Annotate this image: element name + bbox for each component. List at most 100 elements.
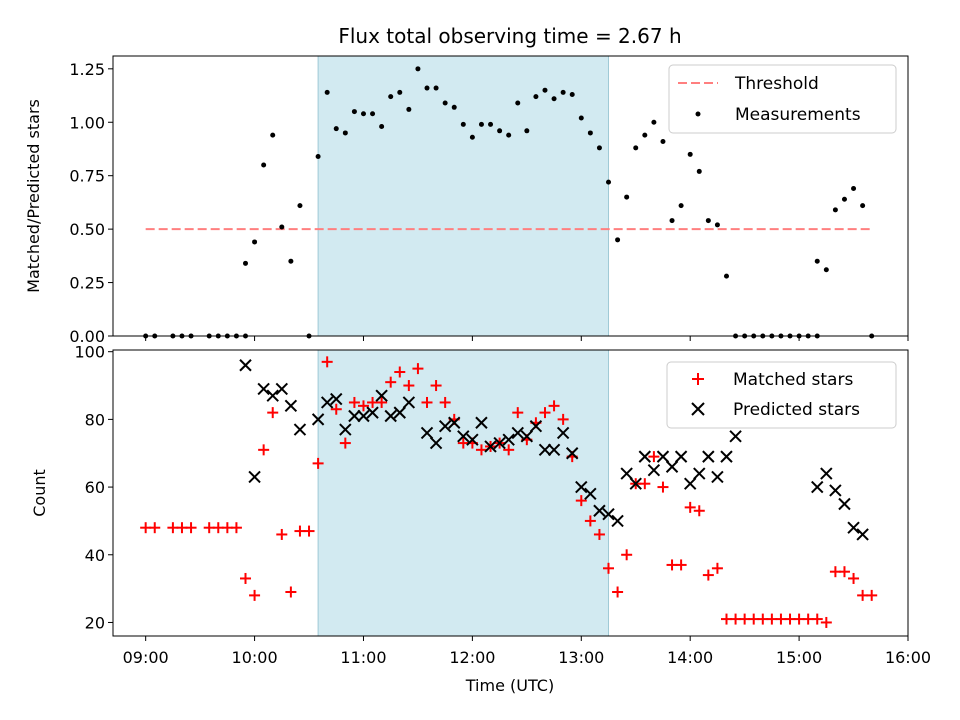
measurement-point (696, 168, 702, 174)
measurement-point (596, 145, 602, 151)
measurement-point (469, 134, 475, 140)
measurement-point (415, 66, 421, 72)
y-tick-label-top: 0.50 (69, 220, 105, 239)
predicted-star-point (493, 436, 506, 450)
predicted-star-point (239, 359, 252, 372)
matched-star-point (312, 457, 324, 469)
measurement-point (723, 273, 729, 279)
predicted-star-point (475, 416, 488, 429)
measurement-point (515, 100, 521, 106)
measurement-point (569, 91, 575, 97)
matched-star-point (394, 366, 406, 378)
y-tick-label-bottom: 60 (85, 478, 105, 497)
x-ticks-top (145, 336, 909, 341)
predicted-star-point (429, 436, 443, 450)
predicted-star-point (457, 430, 470, 443)
chart-title: Flux total observing time = 2.67 h (338, 24, 681, 48)
legend-matched-swatch (692, 373, 704, 385)
y-tick-label-top: 0.75 (69, 167, 105, 186)
measurement-point (642, 132, 648, 138)
legend-matched-label: Matched stars (733, 370, 853, 390)
top-axes-frame (112, 55, 909, 337)
matched-star-point (848, 572, 860, 584)
x-axis-bottom: 09:00 10:00 11:00 12:00 13:00 14:00 15:00 16:00 (123, 636, 931, 667)
x-tick-label: 14:00 (667, 648, 713, 667)
matched-star-point (612, 586, 624, 598)
matched-star-point (657, 481, 669, 493)
predicted-star-point (466, 433, 479, 446)
predicted-star-point (320, 396, 334, 409)
predicted-star-point (393, 406, 406, 419)
matched-star-point (684, 501, 696, 513)
y-axis-label-bottom: Count (30, 469, 49, 517)
predicted-star-point (275, 382, 289, 396)
matched-star-point (711, 562, 723, 574)
predicted-star-point (847, 521, 860, 534)
measurement-point (243, 260, 248, 266)
measurement-point (442, 100, 448, 106)
matched-star-point (584, 515, 596, 527)
matched-star-point (557, 413, 569, 425)
predicted-star-point (856, 528, 869, 541)
x-tick-label: 11:00 (340, 648, 386, 667)
predicted-star-point (820, 467, 833, 480)
predicted-star-point (611, 514, 624, 528)
predicted-star-point (438, 419, 452, 433)
measurement-point (506, 132, 512, 138)
predicted-star-point (339, 423, 352, 436)
measurement-point (533, 94, 539, 100)
predicted-star-point (638, 450, 652, 463)
measurement-point (488, 121, 494, 127)
measurement-point (542, 87, 548, 93)
predicted-star-point (484, 440, 497, 453)
matched-star-point (421, 396, 433, 408)
count-panel: 20 40 60 80 100 09:00 10:00 11:00 12:00 13:00 14:… (30, 343, 931, 695)
predicted-star-point (384, 409, 397, 423)
x-tick-label: 16:00 (885, 648, 931, 667)
legend-top: Threshold Measurements (668, 64, 897, 134)
measurement-point (814, 258, 820, 264)
measurement-point (551, 96, 557, 102)
predicted-star-point (683, 477, 697, 490)
x-axis-label: Time (UTC) (465, 676, 554, 695)
x-tick-label: 13:00 (558, 648, 604, 667)
measurement-point (360, 111, 366, 117)
measurement-point (823, 267, 829, 273)
measurement-point (433, 85, 439, 91)
measurement-point (342, 130, 348, 136)
matched-star-point (811, 613, 823, 625)
measurement-point (370, 111, 376, 117)
predicted-star-point (448, 416, 461, 429)
predicted-star-point (293, 423, 307, 436)
matched-star-point (258, 444, 270, 456)
matched-star-point (639, 478, 651, 490)
y-tick-label-top: 1.25 (69, 60, 105, 79)
predicted-star-point (575, 480, 588, 494)
matched-star-point (403, 380, 415, 392)
predicted-star-point (529, 419, 543, 433)
matched-star-point (575, 495, 587, 507)
y-tick-label-top: 1.00 (69, 113, 105, 132)
predicted-star-point (720, 450, 733, 463)
y-tick-label-bottom: 80 (85, 410, 105, 429)
predicted-star-point (647, 463, 661, 477)
matched-star-point (475, 444, 487, 456)
predicted-star-point (729, 430, 742, 443)
predicted-star-point (593, 504, 606, 517)
predicted-star-point (620, 467, 633, 480)
predicted-star-point (511, 426, 524, 440)
matched-star-point (149, 522, 161, 534)
y-tick-label-top: 0.25 (69, 274, 105, 293)
matched-star-point (376, 396, 388, 408)
y-tick-label-bottom: 20 (85, 613, 105, 632)
observing-window-shade-bottom (317, 349, 610, 637)
predicted-star-point (257, 382, 270, 396)
measurement-point (841, 196, 847, 202)
predicted-star-point (702, 450, 715, 463)
predicted-star-point (538, 443, 552, 457)
matched-star-point (539, 407, 551, 419)
predicted-star-point (348, 409, 361, 423)
matched-star-point (693, 505, 705, 517)
legend-bottom: Matched stars Predicted stars (666, 361, 897, 429)
